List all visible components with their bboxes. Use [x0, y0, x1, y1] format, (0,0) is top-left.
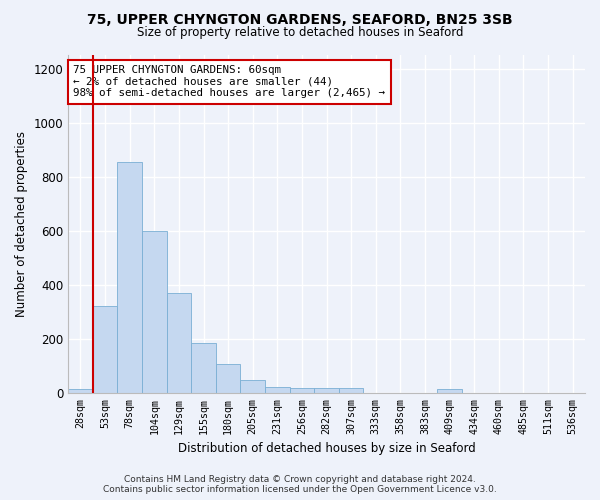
Bar [191, 343, 216, 393]
Bar [142, 230, 167, 393]
Bar [314, 388, 339, 393]
Text: Contains HM Land Registry data © Crown copyright and database right 2024.
Contai: Contains HM Land Registry data © Crown c… [103, 474, 497, 494]
Bar [68, 389, 93, 393]
Bar [241, 380, 265, 393]
Text: Size of property relative to detached houses in Seaford: Size of property relative to detached ho… [137, 26, 463, 39]
Bar [93, 306, 118, 393]
Bar [167, 293, 191, 393]
Y-axis label: Number of detached properties: Number of detached properties [15, 131, 28, 317]
Bar [290, 388, 314, 393]
X-axis label: Distribution of detached houses by size in Seaford: Distribution of detached houses by size … [178, 442, 475, 455]
Text: 75 UPPER CHYNGTON GARDENS: 60sqm
← 2% of detached houses are smaller (44)
98% of: 75 UPPER CHYNGTON GARDENS: 60sqm ← 2% of… [73, 65, 385, 98]
Bar [339, 388, 364, 393]
Bar [437, 390, 462, 393]
Bar [118, 162, 142, 393]
Text: 75, UPPER CHYNGTON GARDENS, SEAFORD, BN25 3SB: 75, UPPER CHYNGTON GARDENS, SEAFORD, BN2… [87, 12, 513, 26]
Bar [265, 387, 290, 393]
Bar [216, 364, 241, 393]
